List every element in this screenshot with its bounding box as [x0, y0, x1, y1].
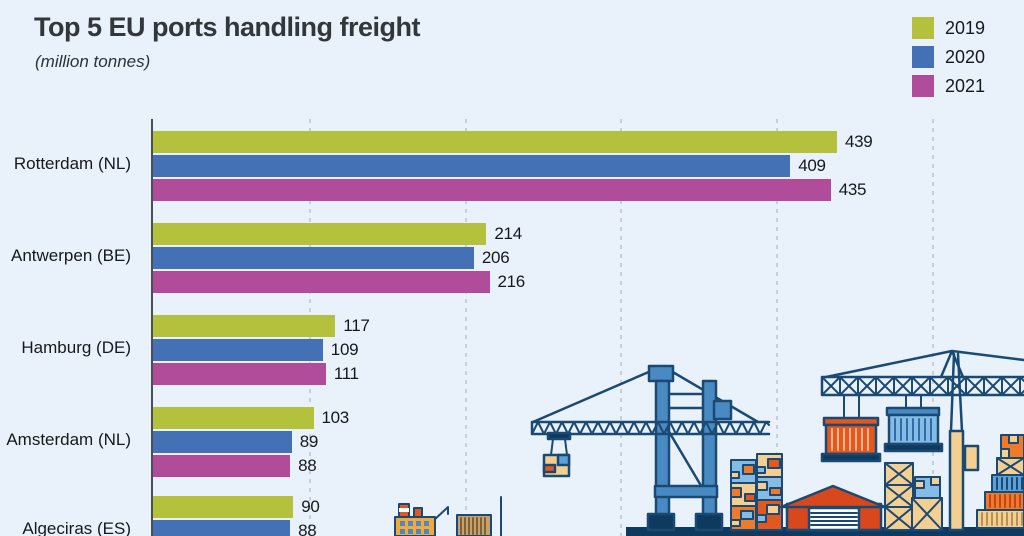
bar-amsterdam-2020: [153, 431, 292, 453]
legend-swatch-2020-icon: [912, 46, 934, 68]
bar-hamburg-2021: [153, 363, 326, 385]
bar-group-algeciras: Algeciras (ES) 90 88: [0, 496, 1024, 536]
value-label: 88: [298, 456, 317, 475]
gridline: [932, 119, 934, 536]
bar-group-rotterdam: Rotterdam (NL) 439 409 435: [0, 131, 1024, 201]
value-label: 435: [838, 180, 867, 199]
category-label-amsterdam: Amsterdam (NL): [6, 430, 131, 449]
y-axis-line: [151, 119, 153, 536]
category-label-algeciras: Algeciras (ES): [22, 519, 131, 536]
bar-antwerpen-2021: [153, 271, 490, 293]
value-label: 109: [330, 340, 359, 359]
bar-hamburg-2019: [153, 315, 336, 337]
container-stack-icon: [730, 453, 783, 531]
bar-algeciras-2020: [153, 520, 291, 536]
bar-rotterdam-2021: [153, 179, 831, 201]
crate-stack-icon: [884, 462, 943, 531]
value-label: 409: [798, 156, 826, 175]
value-label: 216: [497, 272, 526, 291]
value-label: 117: [343, 316, 370, 335]
quay-icon: [626, 527, 1024, 536]
category-label-rotterdam: Rotterdam (NL): [13, 154, 131, 173]
gridline: [776, 119, 779, 536]
value-label: 90: [301, 497, 320, 516]
category-label-antwerpen: Antwerpen (BE): [11, 246, 131, 265]
bar-rotterdam-2020: [153, 155, 791, 177]
legend-label-2020: 2020: [945, 46, 986, 67]
hanging-container-icon: [883, 394, 944, 453]
value-label: 439: [845, 132, 873, 151]
page-title: Top 5 EU ports handling freight: [34, 12, 420, 42]
legend-item-2021: 2021: [912, 75, 985, 97]
gridline: [464, 119, 467, 536]
bar-group-hamburg: Hamburg (DE) 117 109 111: [0, 315, 1024, 385]
value-label: 214: [494, 224, 522, 243]
bar-antwerpen-2019: [153, 223, 487, 245]
tower-crane-mast-icon: [948, 352, 980, 532]
bar-antwerpen-2020: [153, 247, 474, 269]
gantry-crane-icon: [820, 349, 1024, 532]
legend-label-2019: 2019: [945, 17, 986, 38]
value-label: 89: [299, 432, 319, 451]
bar-group-antwerpen: Antwerpen (BE) 214 206 216: [0, 223, 1024, 293]
bar-hamburg-2020: [153, 339, 323, 361]
legend-item-2019: 2019: [912, 17, 985, 39]
gridline: [620, 119, 623, 536]
warehouse-icon: [779, 484, 887, 532]
value-label: 103: [321, 408, 350, 427]
container-crane-icon: [530, 364, 771, 532]
legend-label-2021: 2021: [945, 75, 986, 96]
value-label: 206: [481, 248, 510, 267]
legend-item-2020: 2020: [912, 46, 985, 68]
cargo-container-icon: [456, 514, 492, 536]
hanging-container-icon: [542, 431, 572, 478]
legend-swatch-2021-icon: [912, 75, 934, 97]
value-label: 111: [333, 364, 359, 383]
category-label-hamburg: Hamburg (DE): [21, 338, 131, 357]
factory-icon: [394, 503, 449, 536]
hanging-container-icon: [820, 394, 882, 463]
port-illustration: [394, 349, 1024, 536]
container-pyramid-icon: [976, 434, 1024, 529]
bar-algeciras-2019: [153, 496, 294, 518]
bar-amsterdam-2021: [153, 455, 291, 477]
bar-group-amsterdam: Amsterdam (NL) 103 89 88: [0, 407, 1024, 477]
chart-subtitle: (million tonnes): [35, 52, 151, 71]
bar-rotterdam-2019: [153, 131, 837, 153]
bar-amsterdam-2019: [153, 407, 314, 429]
legend-swatch-2019-icon: [912, 17, 934, 39]
value-label: 88: [298, 521, 317, 536]
